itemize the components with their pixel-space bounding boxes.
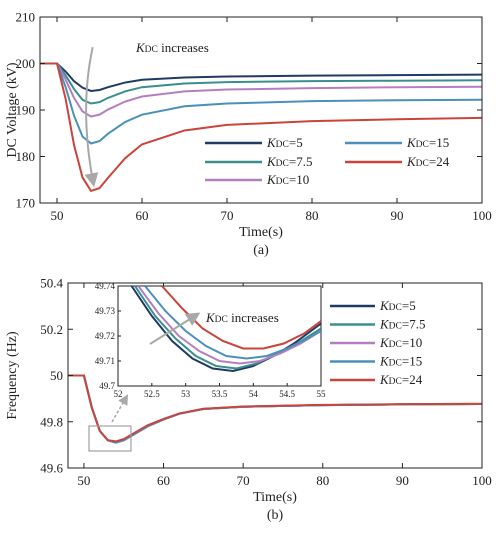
panel-a-annotation-arrow bbox=[84, 47, 99, 188]
panel-a-x-tick-label: 100 bbox=[472, 208, 492, 223]
panel-a-series-line-2 bbox=[40, 62, 482, 118]
panel-b-y-tick-label: 50 bbox=[50, 368, 63, 383]
panel-a-y-tick-label: 210 bbox=[16, 10, 36, 25]
inset-x-tick-label: 55 bbox=[317, 389, 327, 399]
panel-a-x-tick-label: 60 bbox=[136, 208, 149, 223]
inset-y-tick-label: 49.72 bbox=[95, 331, 115, 341]
inset-annotation-arrow bbox=[149, 312, 201, 345]
panel-a-legend-label-1: KDC=7.5 bbox=[266, 154, 312, 169]
panel-b-legend-label-3: KDC=15 bbox=[379, 354, 422, 369]
inset-y-tick-label: 49.71 bbox=[95, 356, 115, 366]
panel-a-y-axis-label: DC Voltage (kV) bbox=[5, 62, 20, 157]
inset-y-tick-label: 49.74 bbox=[95, 281, 116, 291]
inset-x-tick-label: 53.5 bbox=[212, 389, 228, 399]
panel-a-legend-label-0: KDC=5 bbox=[266, 135, 303, 150]
panel-b-y-tick-label: 50.2 bbox=[40, 322, 63, 337]
inset-x-tick-label: 54 bbox=[249, 389, 259, 399]
panel-b-x-tick-label: 90 bbox=[396, 473, 409, 488]
panel-b-y-tick-label: 49.8 bbox=[40, 414, 63, 429]
panel-a-series-line-4 bbox=[40, 62, 482, 193]
panel-b-x-axis-label: Time(s) bbox=[253, 490, 297, 505]
panel-a-x-tick-label: 50 bbox=[51, 208, 64, 223]
panel-b-x-tick-label: 100 bbox=[472, 473, 492, 488]
panel-b-legend-label-2: KDC=10 bbox=[379, 335, 422, 350]
panel-a-x-tick-label: 80 bbox=[306, 208, 319, 223]
inset-series-line-3 bbox=[144, 286, 321, 360]
panel-a-y-tick-label: 170 bbox=[16, 196, 36, 211]
panel-b-caption: (b) bbox=[267, 508, 284, 523]
panel-a-y-tick-label: 200 bbox=[16, 56, 36, 71]
panel-a-legend: KDC=5 KDC=7.5 KDC=10 KDC=15 KDC=24 bbox=[205, 135, 450, 187]
panel-b-x-tick-label: 50 bbox=[77, 473, 90, 488]
panel-b-legend-label-1: KDC=7.5 bbox=[379, 317, 425, 332]
panel-a-y-tick-label: 180 bbox=[16, 149, 36, 164]
panel-b-x-tick-label: 80 bbox=[316, 473, 329, 488]
panel-a-annotation-text: KDC increases bbox=[135, 40, 209, 55]
inset-series-group bbox=[130, 286, 321, 373]
panel-a-series-group bbox=[40, 62, 482, 193]
panel-a-series-line-3 bbox=[40, 62, 482, 145]
panel-b-legend-label-0: KDC=5 bbox=[379, 298, 416, 313]
panel-a-caption: (a) bbox=[253, 243, 269, 258]
panel-b-inset: 52 52.5 53 53.5 54 54.5 55 49.7 49.71 49.72 49.73 4… bbox=[95, 281, 326, 399]
panel-b-y-tick-label: 49.6 bbox=[40, 461, 63, 476]
inset-series-line-2 bbox=[137, 286, 321, 365]
inset-y-tick-label: 49.73 bbox=[95, 306, 116, 316]
panel-b-y-tick-label: 50.4 bbox=[40, 276, 63, 291]
inset-x-tick-label: 53 bbox=[181, 389, 191, 399]
panel-b-legend: KDC=5 KDC=7.5 KDC=10 KDC=15 KDC=24 bbox=[330, 298, 425, 387]
panel-a-series-line-0 bbox=[40, 62, 482, 92]
panel-a-chart: 50 60 70 80 90 100 170 180 190 200 210 DC Voltage … bbox=[5, 10, 492, 259]
inset-y-tick-label: 49.7 bbox=[99, 381, 115, 391]
panel-a-series-line-1 bbox=[40, 62, 482, 105]
panel-b-x-tick-label: 60 bbox=[157, 473, 170, 488]
panel-b-zoom-box bbox=[88, 425, 132, 452]
panel-b-x-tick-label: 70 bbox=[237, 473, 250, 488]
panel-b-series-line-4 bbox=[68, 374, 482, 443]
panel-a-x-tick-label: 70 bbox=[221, 208, 234, 223]
panel-a-legend-label-4: KDC=24 bbox=[406, 154, 450, 169]
panel-a-x-tick-label: 90 bbox=[391, 208, 404, 223]
panel-b-y-axis-label: Frequency (Hz) bbox=[5, 331, 20, 420]
inset-annotation-text: KDC increases bbox=[205, 310, 279, 325]
inset-x-tick-label: 54.5 bbox=[279, 389, 295, 399]
inset-x-tick-label: 52 bbox=[114, 389, 123, 399]
panel-a-x-axis-label: Time(s) bbox=[239, 225, 283, 240]
panel-b-legend-label-4: KDC=24 bbox=[379, 372, 423, 387]
panel-a-legend-label-3: KDC=15 bbox=[406, 135, 449, 150]
panel-a-legend-label-2: KDC=10 bbox=[266, 172, 309, 187]
inset-x-tick-label: 52.5 bbox=[144, 389, 160, 399]
panel-b-chart: 50 60 70 80 90 100 49.6 49.8 50 50.2 50.4 Frequenc… bbox=[5, 276, 492, 524]
panel-a-y-tick-label: 190 bbox=[16, 103, 36, 118]
panel-b-zoom-arrow bbox=[111, 394, 129, 423]
panel-b-series-group bbox=[68, 374, 482, 444]
